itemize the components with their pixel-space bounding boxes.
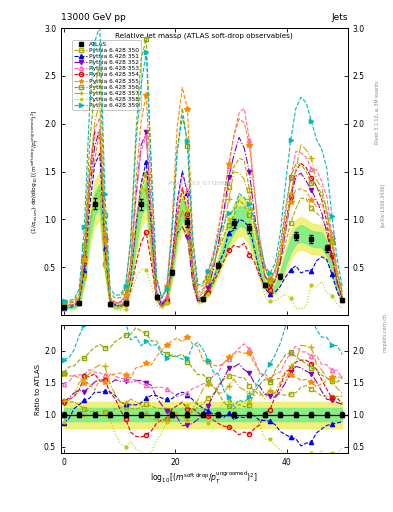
Text: [arXiv:1306.3436]: [arXiv:1306.3436]: [380, 183, 384, 227]
Text: Jets: Jets: [331, 13, 348, 22]
Text: Relative jet massρ (ATLAS soft-drop observables): Relative jet massρ (ATLAS soft-drop obse…: [116, 32, 293, 39]
Y-axis label: $(1/\sigma_{\mathrm{resum}})\ \mathrm{d}\sigma/\mathrm{d}\log_{10}[(m^{\mathrm{s: $(1/\sigma_{\mathrm{resum}})\ \mathrm{d}…: [30, 109, 41, 234]
Y-axis label: Ratio to ATLAS: Ratio to ATLAS: [35, 364, 41, 415]
Text: mcplots.cern.ch: mcplots.cern.ch: [383, 313, 387, 352]
Text: 13000 GeV pp: 13000 GeV pp: [61, 13, 126, 22]
Legend: ATLAS, Pythia 6.428 350, Pythia 6.428 351, Pythia 6.428 352, Pythia 6.428 353, P: ATLAS, Pythia 6.428 350, Pythia 6.428 35…: [72, 39, 141, 110]
X-axis label: $\log_{10}[(m^{\mathrm{soft\ drop}}/p_T^{\mathrm{ungroomed}})^2]$: $\log_{10}[(m^{\mathrm{soft\ drop}}/p_T^…: [151, 470, 258, 486]
Text: ATLAS_2019_I1772062: ATLAS_2019_I1772062: [169, 180, 229, 186]
Text: Rivet 3.1.10, ≥ 3M events: Rivet 3.1.10, ≥ 3M events: [375, 81, 380, 144]
